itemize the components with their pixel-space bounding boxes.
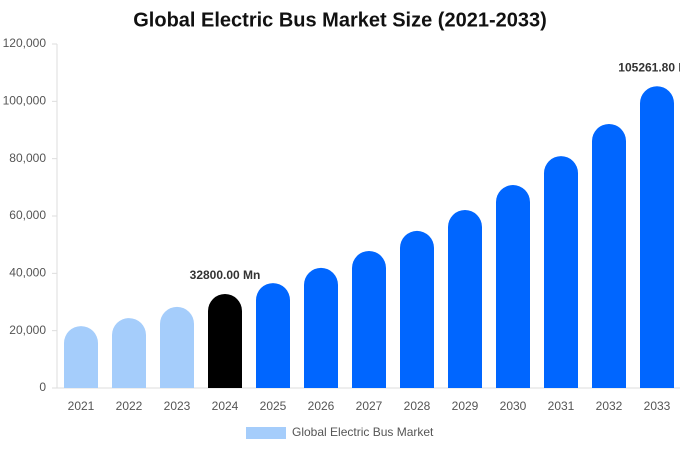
bar [208,293,242,388]
x-tick-label: 2022 [116,399,143,413]
x-tick-label: 2024 [212,399,239,413]
y-tick-label: 120,000 [3,36,47,50]
value-label: 105261.80 Mn [618,60,680,74]
bar [400,230,434,388]
y-tick-label: 60,000 [9,208,46,222]
x-tick-label: 2031 [548,399,575,413]
x-tick-label: 2025 [260,399,287,413]
x-tick-label: 2033 [644,399,671,413]
x-tick-label: 2029 [452,399,479,413]
chart-title: Global Electric Bus Market Size (2021-20… [133,9,547,31]
y-tick-label: 80,000 [9,151,46,165]
legend-swatch [246,427,286,439]
x-tick-label: 2028 [404,399,431,413]
value-label: 32800.00 Mn [190,268,261,282]
y-tick-label: 20,000 [9,323,46,337]
bar [592,123,626,389]
x-tick-label: 2021 [68,399,95,413]
legend-label: Global Electric Bus Market [292,425,434,439]
bar [496,185,530,388]
bar [112,318,146,388]
x-tick-label: 2023 [164,399,191,413]
y-tick-label: 100,000 [3,94,47,108]
x-tick-label: 2030 [500,399,527,413]
bar [448,209,482,388]
x-tick-label: 2032 [596,399,623,413]
x-tick-label: 2026 [308,399,335,413]
bar [160,306,194,388]
y-tick-label: 40,000 [9,266,46,280]
bar [256,283,290,388]
bar [640,86,674,388]
x-tick-label: 2027 [356,399,383,413]
bar [304,267,338,388]
y-tick-label: 0 [39,380,46,394]
bar [64,326,98,388]
bar [544,156,578,388]
bar [352,250,386,388]
